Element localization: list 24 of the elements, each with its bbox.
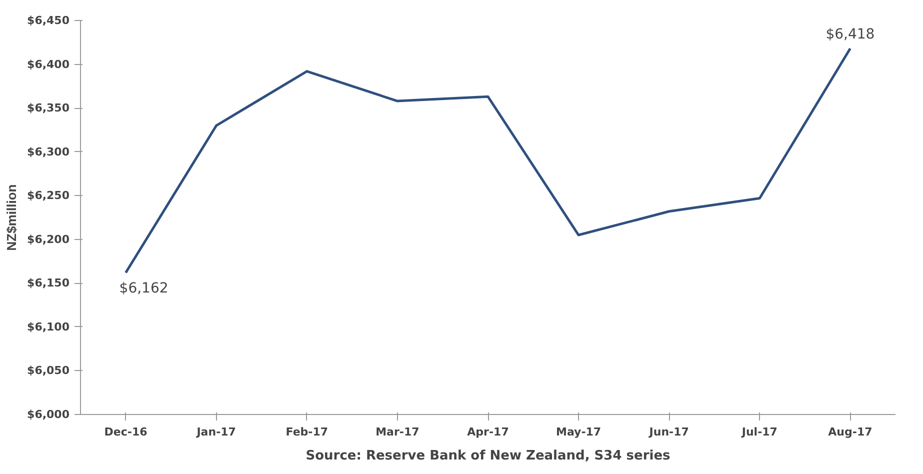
- x-tick-label: Apr-17: [467, 426, 509, 438]
- y-tick-label: $6,400: [27, 58, 70, 71]
- y-axis-title: NZ$million: [4, 184, 20, 251]
- x-tick-label: Aug-17: [828, 426, 872, 438]
- y-tick-label: $6,450: [27, 14, 70, 27]
- y-tick-label: $6,150: [27, 276, 70, 290]
- y-tick-label: $6,250: [27, 189, 70, 202]
- x-tick-label: Feb-17: [286, 426, 328, 438]
- x-tick-label: Jan-17: [196, 426, 236, 438]
- x-tick-label: May-17: [556, 426, 602, 438]
- x-tick-label: Jul-17: [740, 426, 778, 438]
- y-tick-label: $6,100: [27, 320, 70, 334]
- data-label: $6,418: [826, 26, 875, 43]
- y-tick-label: $6,300: [27, 145, 70, 158]
- y-tick-label: $6,050: [27, 364, 70, 378]
- x-tick-label: Jun-17: [648, 426, 689, 438]
- x-tick-label: Dec-16: [104, 426, 148, 438]
- y-tick-label: $6,200: [27, 232, 70, 246]
- x-tick-label: Mar-17: [376, 426, 420, 438]
- data-label: $6,162: [119, 280, 168, 297]
- y-tick-label: $6,000: [27, 408, 70, 421]
- y-tick-label: $6,350: [27, 102, 70, 115]
- source-note: Source: Reserve Bank of New Zealand, S34 series: [306, 448, 671, 464]
- line-series: [124, 47, 852, 274]
